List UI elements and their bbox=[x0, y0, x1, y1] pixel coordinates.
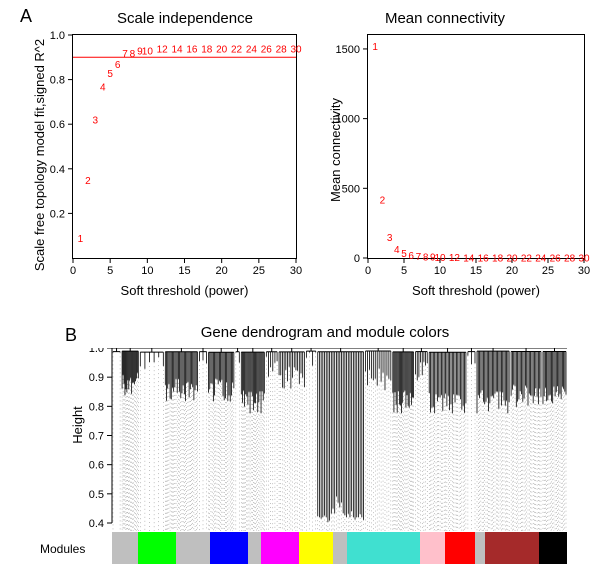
svg-text:1.0: 1.0 bbox=[50, 30, 65, 42]
svg-text:3: 3 bbox=[93, 116, 99, 127]
svg-text:0.9: 0.9 bbox=[89, 372, 104, 384]
svg-text:5: 5 bbox=[401, 249, 407, 260]
svg-text:4: 4 bbox=[100, 82, 106, 93]
svg-text:20: 20 bbox=[216, 44, 228, 55]
svg-text:20: 20 bbox=[506, 265, 518, 277]
panel-a-left-title: Scale independence bbox=[85, 10, 285, 27]
svg-text:5: 5 bbox=[401, 265, 407, 277]
dendrogram-plot: 0.40.50.60.70.80.91.0 bbox=[112, 348, 567, 523]
module-segment bbox=[248, 532, 261, 564]
svg-text:15: 15 bbox=[470, 265, 482, 277]
svg-text:1000: 1000 bbox=[336, 114, 360, 126]
svg-text:0.4: 0.4 bbox=[50, 164, 65, 176]
module-segment bbox=[445, 532, 476, 564]
svg-text:5: 5 bbox=[107, 69, 113, 80]
svg-text:30: 30 bbox=[578, 254, 590, 265]
panel-a-left-xlabel: Soft threshold (power) bbox=[72, 283, 297, 298]
svg-text:25: 25 bbox=[253, 265, 265, 277]
svg-text:25: 25 bbox=[542, 265, 554, 277]
figure: A Scale independence Mean connectivity S… bbox=[0, 0, 600, 585]
svg-text:30: 30 bbox=[290, 265, 302, 277]
svg-text:28: 28 bbox=[564, 254, 576, 265]
svg-text:4: 4 bbox=[394, 245, 400, 256]
panel-a-right-xlabel: Soft threshold (power) bbox=[367, 283, 585, 298]
scale-independence-plot: 0510152025300.20.40.60.81.01234567891012… bbox=[72, 34, 297, 259]
svg-text:16: 16 bbox=[478, 253, 490, 264]
svg-text:0.8: 0.8 bbox=[89, 401, 104, 413]
svg-text:0.6: 0.6 bbox=[50, 119, 65, 131]
svg-text:0: 0 bbox=[70, 265, 76, 277]
svg-text:1500: 1500 bbox=[336, 44, 360, 56]
svg-text:22: 22 bbox=[521, 254, 533, 265]
svg-text:30: 30 bbox=[578, 265, 590, 277]
panel-a-right-title: Mean connectivity bbox=[345, 10, 545, 27]
module-segment bbox=[475, 532, 484, 564]
svg-text:8: 8 bbox=[423, 252, 429, 263]
module-segment bbox=[485, 532, 540, 564]
svg-text:5: 5 bbox=[107, 265, 113, 277]
svg-text:0.2: 0.2 bbox=[50, 208, 65, 220]
svg-text:18: 18 bbox=[492, 254, 504, 265]
svg-text:7: 7 bbox=[122, 49, 128, 60]
svg-text:2: 2 bbox=[85, 176, 91, 187]
svg-text:12: 12 bbox=[449, 253, 461, 264]
svg-text:16: 16 bbox=[186, 44, 198, 55]
module-segment bbox=[333, 532, 347, 564]
svg-text:2: 2 bbox=[380, 195, 386, 206]
module-segment bbox=[347, 532, 420, 564]
svg-text:30: 30 bbox=[290, 44, 302, 55]
svg-text:6: 6 bbox=[115, 60, 121, 71]
module-segment bbox=[261, 532, 299, 564]
svg-text:7: 7 bbox=[416, 252, 422, 263]
svg-text:1.0: 1.0 bbox=[89, 348, 104, 355]
svg-text:26: 26 bbox=[261, 44, 273, 55]
svg-text:10: 10 bbox=[141, 265, 153, 277]
module-segment bbox=[539, 532, 567, 564]
svg-text:15: 15 bbox=[178, 265, 190, 277]
svg-text:1: 1 bbox=[78, 234, 84, 245]
panel-a-label: A bbox=[20, 6, 32, 27]
module-segment bbox=[420, 532, 445, 564]
svg-text:0.6: 0.6 bbox=[89, 460, 104, 472]
svg-text:3: 3 bbox=[387, 233, 393, 244]
panel-b-title: Gene dendrogram and module colors bbox=[100, 324, 550, 341]
svg-text:26: 26 bbox=[550, 254, 562, 265]
svg-text:14: 14 bbox=[463, 253, 475, 264]
mean-connectivity-plot: 0510152025300500100015001234567891012141… bbox=[367, 34, 585, 259]
svg-text:0.4: 0.4 bbox=[89, 518, 104, 530]
module-segment bbox=[210, 532, 249, 564]
svg-text:0: 0 bbox=[354, 253, 360, 265]
svg-text:0.8: 0.8 bbox=[50, 75, 65, 87]
svg-text:22: 22 bbox=[231, 44, 243, 55]
svg-text:24: 24 bbox=[535, 254, 547, 265]
svg-text:10: 10 bbox=[142, 47, 154, 58]
module-color-bar bbox=[112, 532, 567, 564]
svg-text:28: 28 bbox=[276, 44, 288, 55]
modules-label: Modules bbox=[40, 542, 85, 556]
module-segment bbox=[112, 532, 138, 564]
svg-text:20: 20 bbox=[506, 254, 518, 265]
module-segment bbox=[176, 532, 210, 564]
svg-text:18: 18 bbox=[201, 44, 213, 55]
svg-text:8: 8 bbox=[130, 49, 136, 60]
svg-text:14: 14 bbox=[172, 44, 184, 55]
svg-text:6: 6 bbox=[408, 251, 414, 262]
module-segment bbox=[138, 532, 175, 564]
svg-text:10: 10 bbox=[434, 253, 446, 264]
svg-text:1: 1 bbox=[372, 42, 378, 53]
svg-text:12: 12 bbox=[157, 44, 169, 55]
svg-text:500: 500 bbox=[342, 183, 360, 195]
svg-text:20: 20 bbox=[216, 265, 228, 277]
module-segment bbox=[299, 532, 333, 564]
svg-text:0.7: 0.7 bbox=[89, 431, 104, 443]
svg-text:24: 24 bbox=[246, 44, 258, 55]
panel-b-label: B bbox=[65, 325, 77, 346]
svg-text:10: 10 bbox=[434, 265, 446, 277]
svg-text:0.5: 0.5 bbox=[89, 489, 104, 501]
svg-text:0: 0 bbox=[365, 265, 371, 277]
